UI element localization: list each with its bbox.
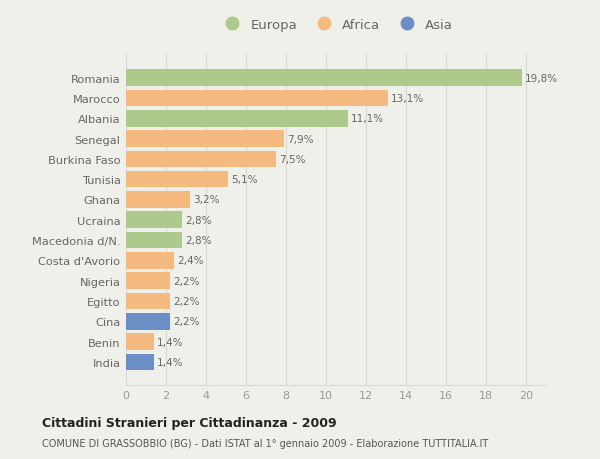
Bar bbox=[126, 192, 190, 208]
Text: 1,4%: 1,4% bbox=[157, 337, 184, 347]
Bar bbox=[126, 90, 388, 107]
Legend: Europa, Africa, Asia: Europa, Africa, Asia bbox=[219, 19, 453, 32]
Text: 7,9%: 7,9% bbox=[287, 134, 314, 144]
Bar bbox=[126, 111, 348, 127]
Text: 2,2%: 2,2% bbox=[173, 297, 199, 307]
Text: 13,1%: 13,1% bbox=[391, 94, 424, 104]
Bar bbox=[126, 354, 154, 370]
Text: 5,1%: 5,1% bbox=[231, 175, 257, 185]
Text: COMUNE DI GRASSOBBIO (BG) - Dati ISTAT al 1° gennaio 2009 - Elaborazione TUTTITA: COMUNE DI GRASSOBBIO (BG) - Dati ISTAT a… bbox=[42, 438, 488, 448]
Text: 3,2%: 3,2% bbox=[193, 195, 220, 205]
Bar bbox=[126, 70, 522, 87]
Bar bbox=[126, 151, 276, 168]
Bar bbox=[126, 172, 228, 188]
Text: 1,4%: 1,4% bbox=[157, 357, 184, 367]
Text: 2,2%: 2,2% bbox=[173, 276, 199, 286]
Text: 2,8%: 2,8% bbox=[185, 235, 212, 246]
Bar bbox=[126, 313, 170, 330]
Bar bbox=[126, 131, 284, 147]
Bar bbox=[126, 212, 182, 229]
Text: 11,1%: 11,1% bbox=[351, 114, 384, 124]
Bar bbox=[126, 293, 170, 310]
Text: 2,8%: 2,8% bbox=[185, 215, 212, 225]
Text: Cittadini Stranieri per Cittadinanza - 2009: Cittadini Stranieri per Cittadinanza - 2… bbox=[42, 416, 337, 429]
Bar bbox=[126, 273, 170, 290]
Text: 7,5%: 7,5% bbox=[279, 155, 305, 164]
Bar bbox=[126, 334, 154, 350]
Text: 2,4%: 2,4% bbox=[177, 256, 203, 266]
Bar bbox=[126, 252, 174, 269]
Text: 19,8%: 19,8% bbox=[525, 73, 558, 84]
Bar bbox=[126, 232, 182, 249]
Text: 2,2%: 2,2% bbox=[173, 317, 199, 327]
